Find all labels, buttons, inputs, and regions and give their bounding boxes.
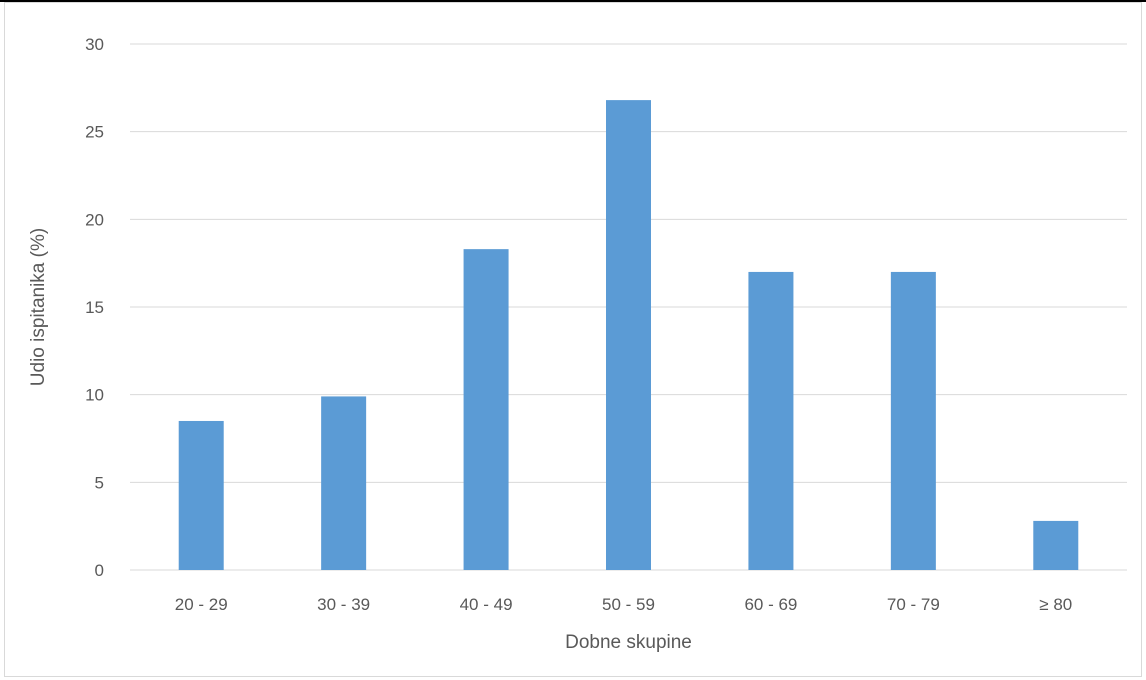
y-tick-label: 0	[95, 561, 104, 580]
y-tick-label: 15	[85, 298, 104, 317]
x-tick-label: 20 - 29	[175, 595, 228, 614]
bar-7	[1033, 520, 1079, 570]
bar-1	[178, 420, 224, 570]
y-tick-label: 25	[85, 123, 104, 142]
bar-2	[321, 396, 367, 570]
bar-4	[606, 100, 651, 571]
top-border	[0, 0, 1146, 2]
x-tick-label: 70 - 79	[887, 595, 940, 614]
bars	[178, 100, 1079, 571]
y-tick-labels: 0 5 10 15 20 25 30	[85, 35, 104, 580]
x-tick-label: ≥ 80	[1039, 595, 1072, 614]
y-tick-label: 5	[95, 473, 104, 492]
bar-6	[890, 271, 936, 570]
x-tick-label: 30 - 39	[317, 595, 370, 614]
x-axis-title: Dobne skupine	[565, 632, 692, 653]
y-tick-label: 20	[85, 210, 104, 229]
bar-5	[748, 271, 794, 570]
y-tick-label: 30	[85, 35, 104, 54]
y-axis-title: Udio ispitanika (%)	[28, 228, 49, 386]
x-tick-labels: 20 - 29 30 - 39 40 - 49 50 - 59 60 - 69 70 - …	[175, 595, 1073, 614]
x-tick-label: 60 - 69	[744, 595, 797, 614]
x-tick-label: 40 - 49	[460, 595, 513, 614]
y-tick-label: 10	[85, 386, 104, 405]
bar-3	[463, 249, 509, 570]
x-tick-label: 50 - 59	[602, 595, 655, 614]
